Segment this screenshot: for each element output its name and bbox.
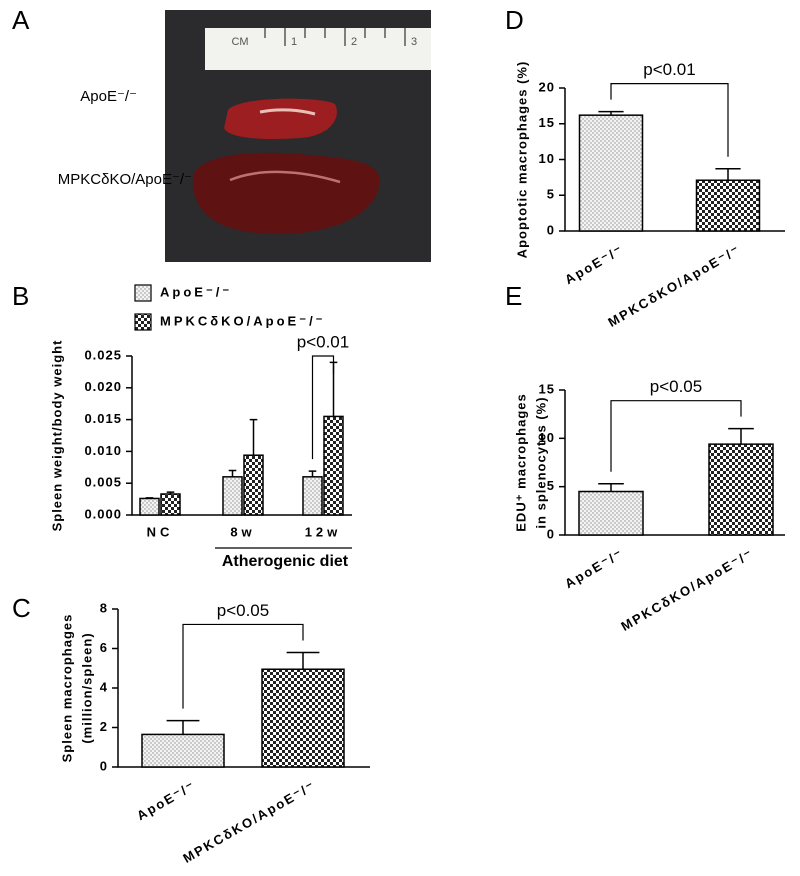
x-tick-label: ApoE⁻/⁻ (134, 778, 198, 824)
panel-letter: A (12, 5, 30, 35)
panel-letter: E (505, 281, 522, 311)
highlight (259, 108, 316, 116)
error-bar (145, 497, 154, 499)
bar (302, 476, 323, 516)
panel-letter: D (505, 5, 524, 35)
bar (708, 443, 774, 536)
bar (160, 493, 181, 516)
x-tick-label: ApoE⁻/⁻ (562, 546, 626, 592)
y-tick-label: 0.005 (84, 475, 122, 490)
error-bar (286, 651, 320, 670)
bar (578, 114, 644, 232)
y-tick-label: 0.025 (84, 347, 122, 362)
ruler-label: 1 (291, 36, 297, 48)
p-value: p<0.05 (217, 601, 269, 620)
error-bar (249, 418, 258, 456)
significance-bracket (311, 355, 335, 460)
highlight (229, 170, 341, 184)
legend-label: MPKCδKO/ApoE⁻/⁻ (160, 313, 326, 328)
y-axis-label: EDU⁺ macrophages (513, 393, 528, 531)
significance-bracket (610, 82, 729, 157)
error-bar (228, 469, 237, 477)
bar (578, 490, 644, 536)
error-bar (715, 168, 741, 181)
legend-swatch (134, 284, 152, 302)
x-tick-label: ApoE⁻/⁻ (562, 242, 626, 288)
y-tick-label: 0.000 (84, 506, 122, 521)
legend-label: ApoE⁻/⁻ (160, 284, 232, 299)
error-bar (308, 470, 317, 477)
x-tick-label: MPKCδKO/ApoE⁻/⁻ (605, 242, 743, 330)
x-tick-label: MPKCδKO/ApoE⁻/⁻ (180, 778, 318, 866)
x-tick-label: MPKCδKO/ApoE⁻/⁻ (618, 546, 756, 634)
bar (695, 179, 761, 232)
x-tick-label: 12w (305, 524, 342, 539)
bar (222, 476, 243, 516)
bar (243, 454, 264, 516)
significance-bracket (610, 400, 742, 472)
error-bar (166, 719, 200, 735)
y-tick-label: 0.010 (84, 443, 122, 458)
y-tick-label: 15 (539, 381, 555, 396)
y-tick-label: 2 (100, 719, 108, 734)
panel-letter: B (12, 281, 29, 311)
spleen-small (224, 98, 337, 139)
y-tick-label: 15 (539, 115, 555, 130)
y-tick-label: 0.020 (84, 379, 122, 394)
bar (323, 415, 344, 516)
bar (261, 668, 345, 768)
y-tick-label: 10 (539, 151, 555, 166)
error-bar (598, 110, 624, 116)
p-value: p<0.05 (650, 377, 702, 396)
y-tick-label: 5 (547, 478, 555, 493)
y-tick-label: 8 (100, 600, 108, 615)
y-axis-label: in splenocytes (%) (533, 396, 548, 528)
p-value: p<0.01 (643, 60, 695, 79)
ruler-label: 2 (351, 36, 357, 48)
p-value: p<0.01 (297, 332, 349, 351)
sample-label: ApoE⁻/⁻ (80, 88, 137, 105)
significance-bracket (182, 623, 304, 709)
y-tick-label: 6 (100, 640, 108, 655)
spleen-large (192, 152, 380, 235)
sample-label: MPKCδKO/ApoE⁻/⁻ (58, 171, 192, 188)
y-tick-label: 20 (539, 79, 555, 94)
y-axis-label: Spleen macrophages (59, 614, 74, 763)
y-tick-label: 0 (100, 758, 108, 773)
ruler-label: 3 (411, 36, 417, 48)
y-tick-label: 0.015 (84, 411, 122, 426)
y-tick-label: 10 (539, 430, 555, 445)
y-tick-label: 0 (547, 222, 555, 237)
panel-a: A CM 1 2 3 ApoE⁻/⁻ MPKCδKO/ApoE⁻/⁻ (12, 5, 431, 262)
y-tick-label: 0 (547, 526, 555, 541)
y-axis-label: Spleen weight/body weight (49, 340, 64, 532)
ruler-ticks (264, 28, 406, 46)
y-axis-label: Apoptotic macrophages (%) (514, 61, 529, 259)
ruler-label: CM (231, 36, 248, 48)
error-bar (166, 491, 175, 495)
y-tick-label: 5 (547, 187, 555, 202)
x-tick-label: NC (147, 524, 174, 539)
panel-letter: C (12, 593, 31, 623)
y-tick-label: 4 (100, 679, 108, 694)
bar (141, 733, 225, 768)
y-axis-label: (million/spleen) (79, 632, 94, 743)
error-bar (728, 427, 754, 445)
ruler (205, 28, 431, 70)
legend-swatch (134, 313, 152, 331)
x-axis-label: Atherogenic diet (222, 553, 349, 570)
error-bar (598, 483, 624, 492)
x-tick-label: 8w (230, 524, 255, 539)
bar (139, 497, 160, 516)
